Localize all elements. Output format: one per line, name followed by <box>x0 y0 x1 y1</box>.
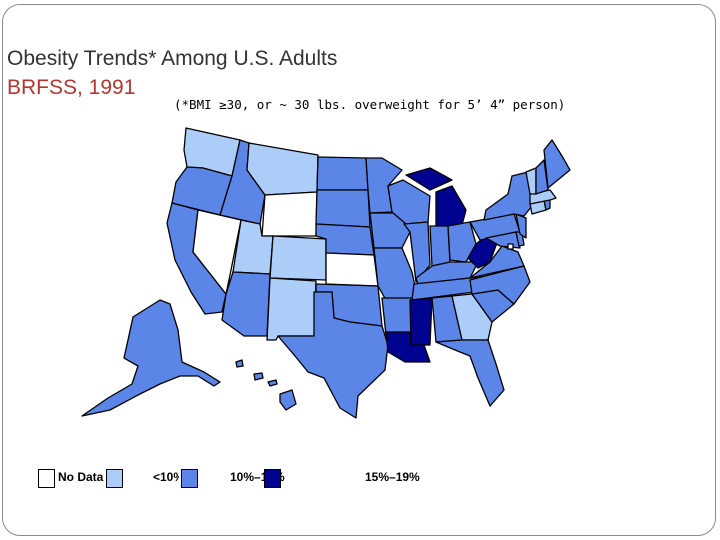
state-fl <box>435 339 505 407</box>
state-co <box>269 235 327 281</box>
state-sd <box>315 189 371 228</box>
state-ak <box>81 299 221 417</box>
state-mo <box>373 247 419 301</box>
state-ms <box>409 297 433 346</box>
state-wy <box>261 191 318 237</box>
page-title: Obesity Trends* Among U.S. Adults <box>7 47 338 70</box>
state-in <box>429 225 451 267</box>
state-me <box>543 139 571 189</box>
state-nd <box>316 156 369 191</box>
bmi-footnote: (*BMI ≥30, or ~ 30 lbs. overweight for 5… <box>174 97 566 112</box>
page-subtitle: BRFSS, 1991 <box>7 76 136 99</box>
state-ks <box>325 252 379 287</box>
state-dc <box>507 243 514 250</box>
state-ny <box>483 171 533 221</box>
state-mi <box>405 167 467 227</box>
state-ga <box>451 293 493 341</box>
state-nj <box>515 213 527 239</box>
state-az <box>221 271 271 337</box>
state-nh <box>535 159 549 195</box>
state-hi <box>235 359 297 411</box>
state-tx <box>277 291 389 419</box>
state-nm <box>266 277 317 341</box>
